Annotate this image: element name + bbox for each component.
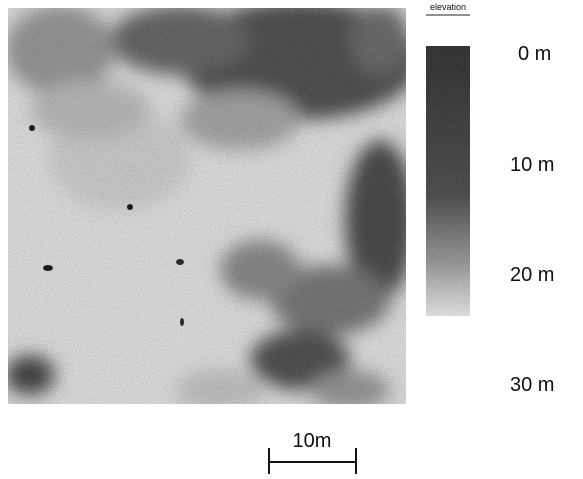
legend-label: 10 m xyxy=(510,154,554,176)
legend-label: 20 m xyxy=(510,264,554,286)
legend-label: 30 m xyxy=(510,374,554,396)
color-bar xyxy=(426,46,470,316)
elevation-map xyxy=(5,0,420,410)
map-figure: elevation 0 m 10 m 20 m 30 m 10m xyxy=(0,0,583,479)
legend-title: elevation xyxy=(430,2,466,12)
legend-label: 0 m xyxy=(518,43,551,65)
scale-bar-label: 10m xyxy=(293,430,332,452)
